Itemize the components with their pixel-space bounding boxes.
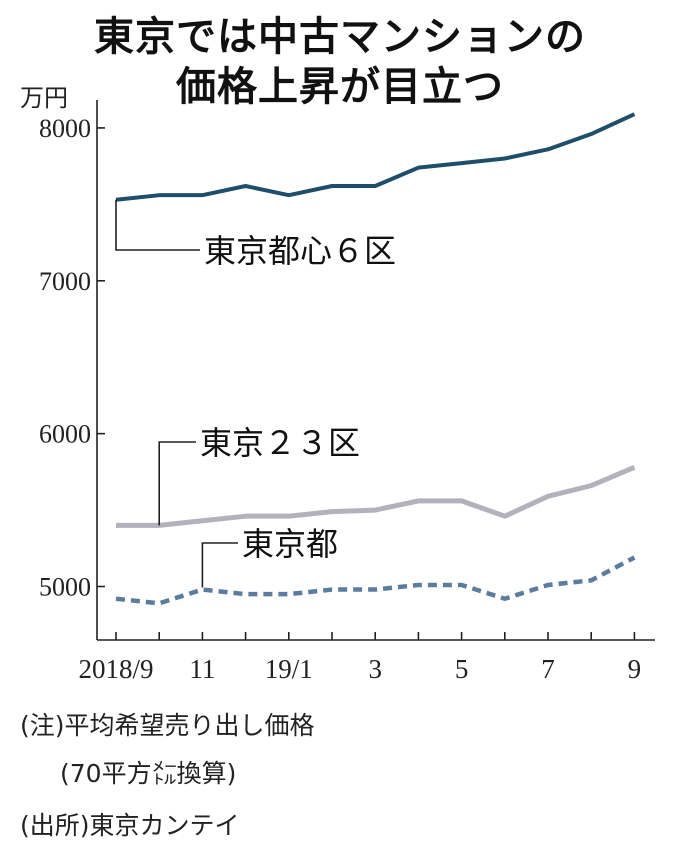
- x-tick-label: 2018/9: [78, 654, 153, 684]
- x-tick-label: 11: [189, 654, 215, 684]
- series-label-ward23: 東京２３区: [200, 424, 360, 462]
- note-source: (出所)東京カンテイ: [20, 811, 240, 840]
- series-line-1: [116, 464, 636, 528]
- x-tick-label: 7: [541, 654, 555, 684]
- leader-line-tokyo: [201, 542, 238, 588]
- chart-title-line2: 価格上昇が目立つ: [176, 64, 504, 110]
- chart-title-line1: 東京では中古マンションの: [94, 14, 586, 60]
- y-axis-unit: 万円: [20, 84, 68, 112]
- series-label-central6: 東京都心６区: [204, 232, 396, 270]
- x-tick-label: 5: [455, 654, 469, 684]
- y-tick-label: 7000: [39, 267, 91, 296]
- x-tick-label: 3: [368, 654, 382, 684]
- note-conversion: (70平方㍍換算): [60, 759, 237, 788]
- x-tick-label: 19/1: [265, 654, 313, 684]
- note-definition: (注)平均希望売り出し価格: [20, 711, 315, 740]
- line-chart: 5000 6000 7000 8000 2018/9 11 19/1 3 5 7 9 東京都心６区東京…: [39, 100, 655, 684]
- x-tick-label: 9: [628, 654, 642, 684]
- series-line-0: [115, 112, 636, 202]
- series-line-2: [115, 555, 636, 606]
- y-tick-label: 8000: [39, 114, 91, 143]
- y-tick-label: 5000: [39, 573, 91, 602]
- series-label-tokyo: 東京都: [242, 525, 338, 563]
- leader-line-ward23: [158, 441, 196, 526]
- leader-line-central6: [115, 199, 200, 251]
- y-tick-label: 6000: [39, 420, 91, 449]
